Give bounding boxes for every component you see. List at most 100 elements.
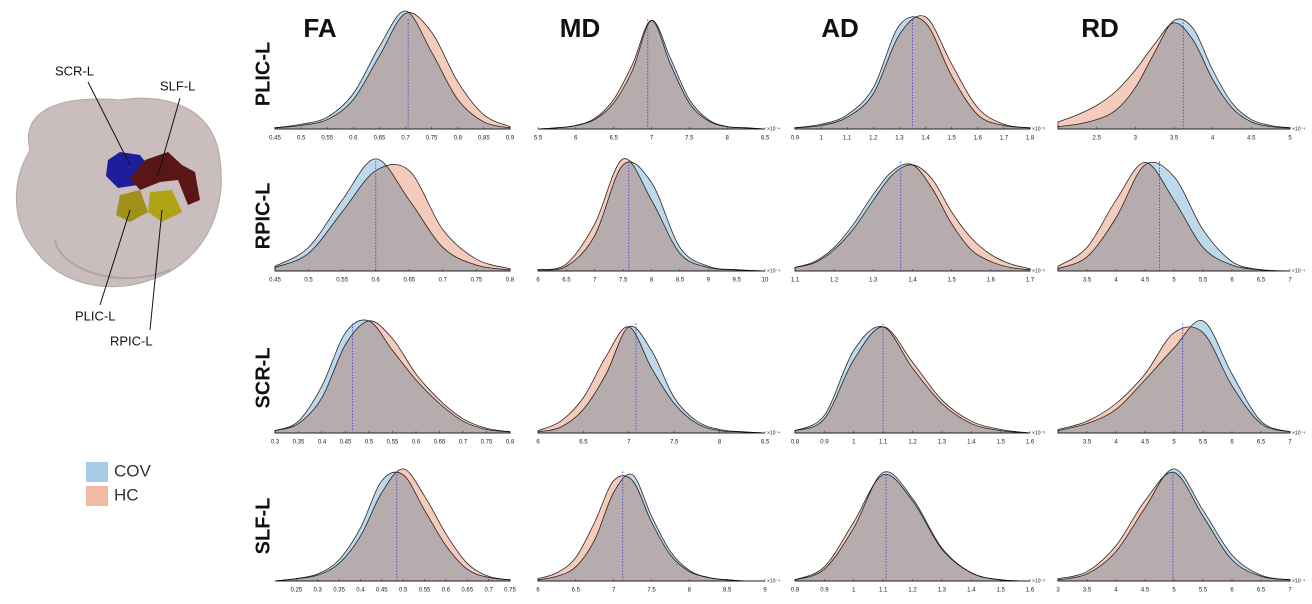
x-tick-label: 1: [819, 136, 823, 142]
legend-swatch: [86, 462, 108, 482]
x-tick-label: 0.75: [471, 278, 483, 284]
x-tick-label: 7: [650, 136, 654, 142]
x-tick-label: 8: [650, 278, 654, 284]
x-tick-label: 1: [852, 440, 856, 446]
x-tick-label: 0.9: [820, 588, 829, 594]
x-tick-label: 6.5: [609, 136, 618, 142]
density-area: [537, 158, 766, 272]
panel: 2.5 3 3.5 4 4.5 5×10⁻⁴: [1057, 18, 1305, 142]
x-tick-label: 0.9: [791, 136, 800, 142]
x-tick-label: 6.5: [1257, 588, 1266, 594]
x-tick-label: 1.8: [1026, 136, 1035, 142]
panel: 0.25 0.3 0.35 0.4 0.45 0.5 0.55 0.6 0.65 0.7 0.75: [274, 468, 516, 594]
x-tick-label: 6: [536, 278, 540, 284]
x-tick-label: 0.7: [459, 440, 468, 446]
x-tick-label: 1.4: [967, 588, 976, 594]
legend-label: HC: [114, 485, 139, 504]
brain-label: SLF-L: [160, 78, 195, 93]
x-tick-label: 1.3: [938, 440, 947, 446]
x-tick-label: 3: [1056, 588, 1060, 594]
x-tick-label: 1: [852, 588, 856, 594]
legend-swatch: [86, 486, 108, 506]
x-tick-label: 0.7: [401, 136, 410, 142]
x-tick-label: 0.8: [791, 440, 800, 446]
x-tick-label: 9: [707, 278, 711, 284]
x-tick-label: 5: [1172, 278, 1176, 284]
x-tick-label: 0.5: [399, 588, 408, 594]
x-tick-label: 0.7: [484, 588, 493, 594]
panel: 0.8 0.9 1 1.1 1.2 1.3 1.4 1.5 1.6 ×10⁻³: [791, 471, 1045, 594]
axis-multiplier: ×10⁻³: [1032, 268, 1045, 274]
x-tick-label: 0.4: [356, 588, 365, 594]
x-tick-label: 0.9: [820, 440, 829, 446]
x-tick-label: 0.3: [271, 440, 280, 446]
column-title: AD: [821, 13, 859, 43]
x-tick-label: 7: [1288, 278, 1292, 284]
axis-multiplier: ×10⁻⁴: [767, 430, 780, 436]
density-area: [274, 164, 511, 272]
x-tick-label: 5.5: [1199, 588, 1208, 594]
x-tick-label: 1.5: [947, 136, 956, 142]
x-tick-label: 1.5: [947, 278, 956, 284]
x-tick-label: 1.2: [908, 588, 917, 594]
density-area: [794, 473, 1031, 582]
x-tick-label: 10: [762, 278, 769, 284]
x-tick-label: 3.5: [1083, 440, 1092, 446]
brain-label: SCR-L: [55, 63, 94, 78]
x-tick-label: 4.5: [1141, 588, 1150, 594]
leader-line: [149, 209, 163, 331]
x-tick-label: 7.5: [647, 588, 656, 594]
panel: 0.45 0.5 0.55 0.6 0.65 0.7 0.75 0.8: [269, 158, 515, 284]
leader-line: [99, 209, 131, 306]
x-tick-label: 5.5: [534, 136, 543, 142]
x-tick-label: 9: [763, 588, 767, 594]
x-tick-label: 1.5: [996, 440, 1005, 446]
axis-multiplier: ×10⁻⁴: [1292, 430, 1305, 436]
x-tick-label: 8.5: [676, 278, 685, 284]
brain-contour: [54, 239, 171, 279]
x-tick-label: 2.5: [1092, 136, 1101, 142]
x-tick-label: 5.5: [1199, 278, 1208, 284]
row-title: PLIC-L: [252, 42, 274, 106]
panel: 0.8 0.9 1 1.1 1.2 1.3 1.4 1.5 1.6 ×10⁻³: [791, 323, 1045, 446]
legend: COV HC: [86, 461, 152, 506]
x-tick-label: 1.2: [908, 440, 917, 446]
x-tick-label: 1.4: [908, 278, 917, 284]
x-tick-label: 6.5: [562, 278, 571, 284]
panel: 0.45 0.5 0.55 0.6 0.65 0.7 0.75 0.8 0.85 0.9: [269, 10, 515, 142]
x-tick-label: 0.5: [297, 136, 306, 142]
x-tick-label: 0.3: [314, 588, 323, 594]
x-tick-label: 6: [574, 136, 578, 142]
density-area: [794, 15, 1031, 130]
x-tick-label: 0.85: [478, 136, 490, 142]
brain-label: PLIC-L: [75, 308, 115, 323]
x-tick-label: 6.5: [1257, 440, 1266, 446]
panel: 6 6.5 7 7.5 8 8.5 ×10⁻⁴: [536, 323, 780, 446]
axis-multiplier: ×10⁻⁴: [1292, 578, 1305, 584]
x-tick-label: 0.45: [376, 588, 388, 594]
x-tick-label: 5.5: [1199, 440, 1208, 446]
x-tick-label: 0.55: [321, 136, 333, 142]
x-tick-label: 1.1: [791, 278, 800, 284]
x-tick-label: 1.3: [895, 136, 904, 142]
x-tick-label: 7: [593, 278, 597, 284]
x-tick-label: 4.5: [1141, 278, 1150, 284]
x-tick-label: 6: [536, 440, 540, 446]
density-area: [537, 475, 766, 582]
axis-multiplier: ×10⁻³: [1032, 126, 1045, 132]
legend-label: COV: [114, 461, 152, 480]
panel: 3.5 4 4.5 5 5.5 6 6.5 7×10⁻⁴: [1057, 161, 1305, 284]
x-tick-label: 6.5: [572, 588, 581, 594]
x-tick-label: 0.6: [372, 278, 381, 284]
x-tick-label: 0.45: [340, 440, 352, 446]
row-title: SLF-L: [252, 498, 274, 555]
panel: 6 6.5 7 7.5 8 8.5 9×10⁻⁴: [536, 471, 780, 594]
axis-multiplier: ×10⁻⁴: [1292, 126, 1305, 132]
x-tick-label: 7: [612, 588, 616, 594]
row-title: SCR-L: [252, 347, 274, 408]
x-tick-label: 0.65: [403, 278, 415, 284]
x-tick-label: 6.5: [1257, 278, 1266, 284]
x-tick-label: 8: [718, 440, 722, 446]
axis-multiplier: ×10⁻⁴: [767, 126, 780, 132]
